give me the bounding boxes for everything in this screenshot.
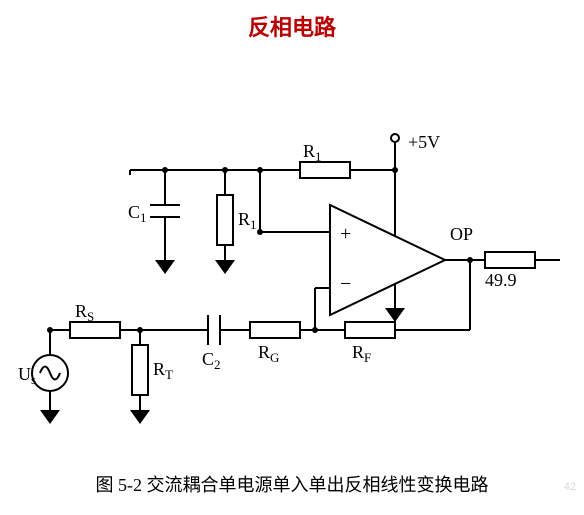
capacitor-c1 <box>150 170 180 274</box>
rt-label: RT <box>153 359 173 382</box>
resistor-r1-top <box>260 162 395 178</box>
resistor-output <box>470 252 560 268</box>
resistor-rt <box>130 330 150 424</box>
rout-value: 49.9 <box>485 270 517 290</box>
supply-label: +5V <box>408 132 440 152</box>
opamp-plus: + <box>340 223 351 245</box>
opamp-minus: − <box>340 273 351 295</box>
opamp-label: OP <box>450 224 473 244</box>
figure-caption: 图 5-2 交流耦合单电源单入单出反相线性变换电路 <box>0 471 584 497</box>
rs-label: RS <box>75 301 94 324</box>
c2-label: C2 <box>202 349 221 372</box>
resistor-rg <box>235 322 315 338</box>
rf-label: RF <box>352 342 371 365</box>
capacitor-c2 <box>140 315 235 345</box>
source-us <box>32 330 68 424</box>
r1a-label: R1 <box>303 141 322 164</box>
circuit-diagram: + − +5V OP R1 R1 C1 <box>0 40 584 470</box>
page-title: 反相电路 <box>0 10 584 42</box>
rg-label: RG <box>258 342 279 365</box>
c1-label: C1 <box>128 202 147 225</box>
resistor-rs <box>50 322 140 338</box>
r1b-label: R1 <box>238 209 257 232</box>
resistor-r1-pulldown <box>215 170 235 274</box>
watermark: 42 <box>564 481 576 493</box>
